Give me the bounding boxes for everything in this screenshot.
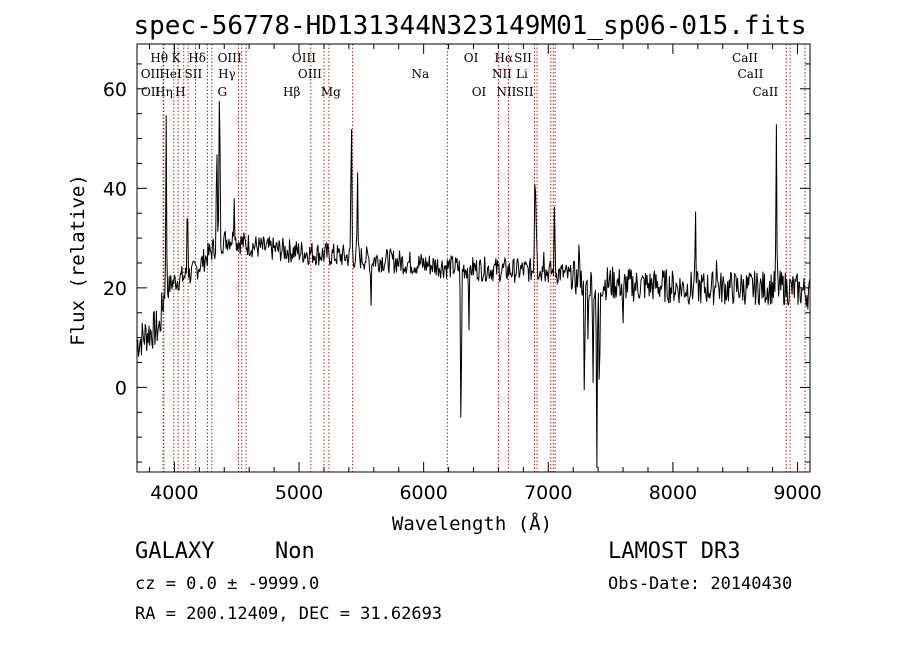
y-tick-label: 60 — [103, 79, 127, 101]
line-marker-layer — [162, 44, 806, 472]
line-label: NII — [492, 67, 512, 81]
x-tick-label: 4000 — [150, 482, 198, 504]
y-tick-label: 40 — [103, 178, 127, 200]
redshift-readout: cz = 0.0 ± -9999.0 — [135, 574, 320, 594]
survey-name: LAMOST DR3 — [608, 539, 741, 564]
y-axis-label: Flux (relative) — [67, 174, 89, 346]
line-label: H — [175, 85, 185, 99]
line-label: OII — [141, 67, 161, 81]
x-tick-label: 8000 — [649, 482, 697, 504]
axis-tick-layer: 4000 5000 6000 7000 8000 9000 0 20 40 60 — [103, 44, 822, 504]
line-label: Li — [516, 67, 528, 81]
line-label: OIII — [298, 67, 322, 81]
line-label: CaII — [738, 67, 764, 81]
line-label: SII — [516, 85, 534, 99]
line-label: G — [217, 85, 227, 99]
coordinates-readout: RA = 200.12409, DEC = 31.62693 — [135, 604, 443, 624]
line-label: Hδ — [188, 51, 206, 65]
line-label: Hη — [155, 85, 173, 99]
object-subclass: Non — [275, 539, 315, 564]
line-label: Mg — [321, 85, 341, 99]
line-label: OI — [472, 85, 487, 99]
x-tick-label: 6000 — [399, 482, 447, 504]
line-label: OIII — [292, 51, 316, 65]
line-label: SII — [185, 67, 203, 81]
line-label: Hγ — [218, 67, 236, 81]
line-label: CaII — [732, 51, 758, 65]
spectrum-line — [136, 100, 811, 469]
y-tick-label: 20 — [103, 278, 127, 300]
x-axis-label: Wavelength (Å) — [392, 512, 552, 535]
y-tick-label: 0 — [115, 377, 127, 399]
chart-title: spec-56778-HD131344N323149M01_sp06-015.f… — [133, 11, 806, 41]
line-label: CaII — [752, 85, 778, 99]
plot-frame — [136, 43, 811, 473]
line-label: K — [172, 51, 182, 65]
x-tick-label: 7000 — [524, 482, 572, 504]
object-class: GALAXY — [135, 539, 215, 564]
x-tick-label: 9000 — [773, 482, 821, 504]
line-label: HeI — [159, 67, 182, 81]
line-label: Hβ — [283, 85, 300, 99]
line-label: OI — [464, 51, 479, 65]
x-tick-label: 5000 — [275, 482, 323, 504]
line-label: Na — [411, 67, 429, 81]
line-label: NII — [496, 85, 516, 99]
obs-date: Obs-Date: 20140430 — [608, 574, 793, 594]
line-label: Hθ — [150, 51, 168, 65]
line-label: OIII — [218, 51, 242, 65]
line-label: Hα — [495, 51, 514, 65]
line-label: SII — [514, 51, 532, 65]
